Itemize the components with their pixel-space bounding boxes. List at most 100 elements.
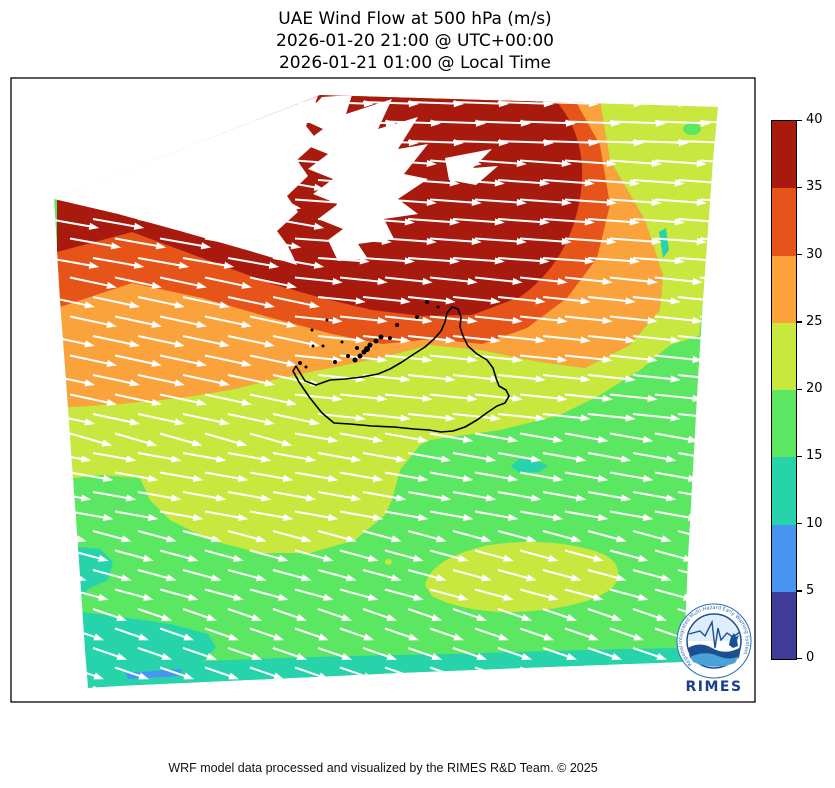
wind-arrow [609, 315, 658, 325]
colorbar-tick-label: 5 [806, 582, 815, 598]
wind-arrow [159, 432, 203, 447]
colorbar-tick-label: 15 [806, 448, 823, 464]
colorbar-band-10-15 [772, 457, 796, 525]
wind-arrow [587, 608, 623, 621]
wind-arrow [204, 588, 244, 601]
colorbar-tick [797, 455, 802, 458]
wind-arrow [632, 530, 672, 543]
wind-arrow [182, 179, 235, 191]
island-dot [346, 354, 350, 358]
wind-arrow [587, 257, 640, 265]
logo-label: RIMES [685, 679, 742, 695]
wind-arrow [384, 627, 420, 641]
island-dot [388, 336, 392, 340]
wind-arrow [699, 237, 718, 243]
wind-arrow [249, 159, 302, 172]
island-dot [395, 323, 399, 327]
wind-arrow [497, 218, 550, 226]
wind-arrow [159, 588, 199, 601]
wind-arrow [159, 159, 212, 172]
wind-arrow [204, 393, 252, 406]
wind-arrow [249, 237, 302, 250]
wind-arrow [519, 315, 568, 325]
colorbar-tick [797, 186, 802, 189]
wind-arrow [114, 588, 154, 601]
wind-arrow [497, 686, 525, 688]
wind-arrow [609, 354, 658, 364]
wind-arrow [452, 569, 492, 582]
wind-arrow [384, 510, 429, 521]
wind-arrow [429, 510, 474, 521]
wind-arrow [339, 198, 392, 207]
title-line-2: 2026-01-20 21:00 @ UTC+00:00 [276, 31, 554, 51]
wind-arrow [69, 159, 122, 172]
wind-arrow [699, 393, 718, 400]
wind-arrow [114, 354, 162, 367]
wind-arrow [609, 588, 649, 601]
wind-arrow [519, 393, 568, 403]
wind-arrow [609, 432, 654, 443]
wind-arrow [407, 335, 456, 344]
wind-arrow [519, 627, 555, 641]
wind-arrow [204, 627, 240, 641]
wind-arrow [317, 257, 370, 265]
wind-arrow [204, 276, 252, 289]
wind-arrow [69, 315, 117, 328]
wind-arrow [204, 237, 257, 250]
wind-arrow [69, 510, 114, 521]
wind-arrow [227, 608, 263, 621]
wind-arrow [474, 510, 519, 521]
wind-arrow [362, 413, 411, 422]
wind-arrow [204, 510, 249, 521]
contour-region-20-25 [57, 100, 718, 553]
island-dot [325, 318, 329, 322]
wind-arrow [497, 569, 537, 582]
wind-arrow [182, 257, 235, 269]
wind-arrow [92, 374, 140, 387]
wind-arrow [542, 569, 582, 582]
wind-arrow [429, 393, 478, 403]
wind-arrow [204, 354, 252, 367]
wind-arrow [114, 315, 162, 328]
wind-arrow [699, 159, 718, 165]
wind-arrow [362, 257, 415, 265]
wind-arrow [542, 530, 582, 543]
wind-arrow [609, 276, 658, 286]
wind-arrow [249, 588, 289, 601]
wind-arrow [294, 198, 347, 207]
wind-arrow [114, 432, 158, 447]
contour-region-10-15 [659, 228, 669, 258]
wind-arrow [159, 666, 195, 680]
wind-arrow [587, 569, 627, 582]
wind-arrow [699, 510, 718, 519]
wind-arrow [474, 159, 527, 168]
wind-arrow [384, 159, 437, 168]
wind-arrow [429, 471, 474, 482]
wind-arrow [339, 471, 384, 482]
uae-border-outline [292, 306, 510, 433]
model-domain [54, 95, 718, 688]
axes-frame [10, 77, 756, 703]
wind-arrow [519, 159, 572, 168]
wind-arrow [632, 608, 668, 621]
wind-arrow [114, 119, 171, 127]
wind-arrow [137, 491, 182, 502]
wind-arrow [564, 588, 604, 601]
wind-arrow [69, 237, 122, 250]
colorbar-tick [797, 657, 802, 659]
wind-arrow [339, 315, 388, 325]
wind-arrow [227, 452, 272, 463]
colorbar-tick [797, 119, 802, 121]
wind-arrow [384, 393, 433, 403]
wind-arrow [542, 257, 595, 265]
wind-arrow [54, 647, 83, 660]
wind-arrow [429, 315, 478, 325]
island-dot [310, 328, 314, 332]
wind-arrow [564, 198, 617, 207]
wind-arrow [452, 335, 501, 344]
wind-arrow [564, 159, 617, 168]
wind-arrow [519, 276, 568, 286]
wind-arrow [294, 471, 339, 482]
